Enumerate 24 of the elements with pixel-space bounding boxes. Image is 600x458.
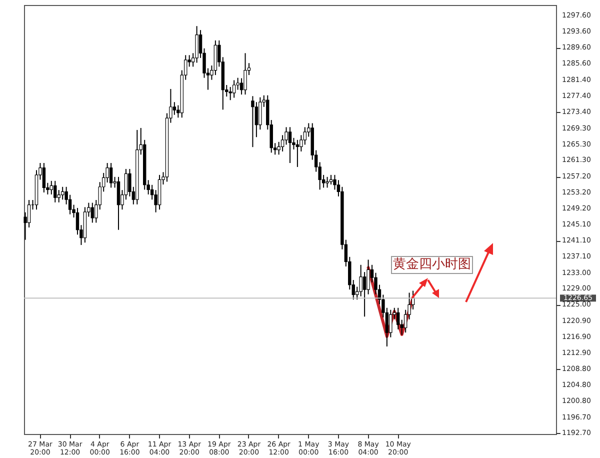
candlestick (109, 162, 113, 188)
candlestick (57, 190, 60, 203)
candlestick (90, 202, 94, 224)
candlestick (42, 162, 46, 193)
candlestick (172, 102, 176, 116)
candlestick (296, 139, 300, 168)
candlestick (329, 174, 333, 185)
annotation: 黄金四小时图 (391, 256, 473, 274)
candlestick (362, 272, 366, 318)
candlestick (195, 26, 198, 64)
candlestick (54, 180, 57, 203)
candlestick (244, 52, 247, 96)
candlestick (396, 307, 400, 330)
candlestick (254, 102, 258, 138)
candlestick (326, 176, 329, 188)
candlestick (228, 86, 232, 101)
candlestick (280, 134, 284, 152)
candlestick (116, 176, 120, 230)
candlestick (389, 309, 392, 338)
candlestick (251, 96, 254, 148)
candlestick (232, 80, 236, 98)
candlestick (50, 180, 54, 195)
candlestick (303, 126, 307, 146)
candlestick (288, 126, 292, 164)
